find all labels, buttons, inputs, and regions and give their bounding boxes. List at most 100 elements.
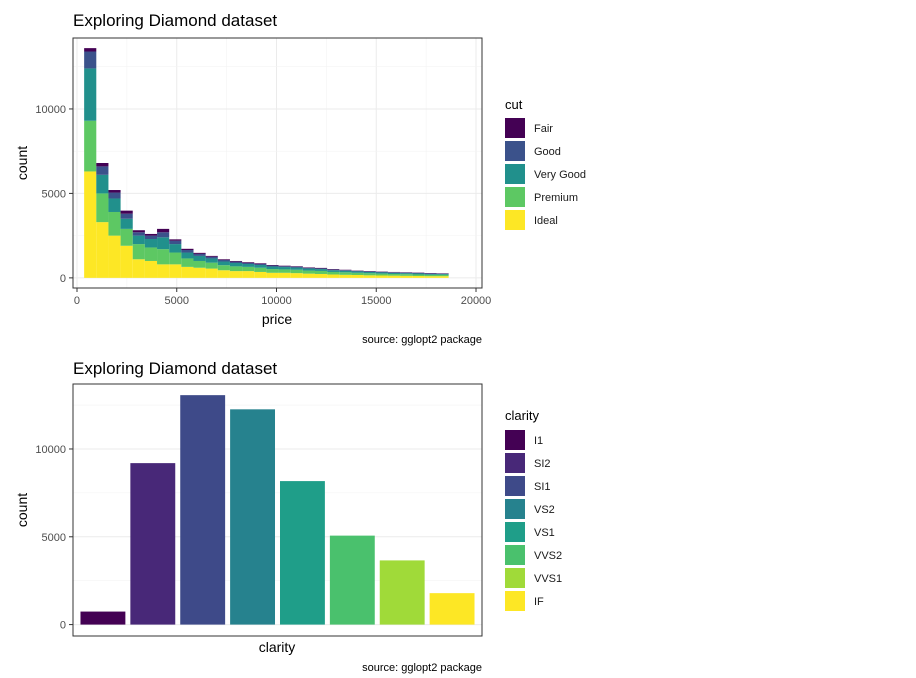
histogram-bar-premium bbox=[157, 249, 170, 265]
histogram-bar-premium bbox=[424, 274, 437, 277]
histogram-bar-premium bbox=[120, 228, 133, 246]
histogram-bar-very-good bbox=[169, 244, 182, 253]
histogram-bar-premium bbox=[169, 252, 182, 265]
histogram-bar-premium bbox=[108, 211, 121, 236]
chart-1-legend-title: cut bbox=[505, 97, 523, 112]
histogram-bar-ideal bbox=[229, 271, 243, 278]
histogram-bar-very-good bbox=[229, 263, 243, 267]
chart-1-x-tick-label: 20000 bbox=[461, 295, 492, 307]
chart-1-legend: cut Fair Good Very Good Premium Ideal bbox=[505, 97, 586, 230]
histogram-bar-very-good bbox=[351, 271, 364, 273]
histogram-bar-premium bbox=[205, 262, 218, 269]
histogram-bar-premium bbox=[339, 272, 352, 275]
chart-1-bars bbox=[84, 48, 449, 278]
histogram-bar-very-good bbox=[144, 239, 158, 248]
histogram-bar-very-good bbox=[387, 272, 401, 274]
histogram-bar-premium bbox=[314, 270, 328, 274]
chart-2-y-tick-label: 5000 bbox=[42, 532, 66, 544]
histogram-bar-fair bbox=[314, 267, 328, 269]
legend-swatch-si2 bbox=[505, 453, 525, 473]
chart-2-y-tick-label: 0 bbox=[60, 620, 66, 632]
histogram-bar-fair bbox=[157, 228, 170, 233]
chart-1-caption: source: gglopt2 package bbox=[362, 334, 482, 346]
histogram-bar-premium bbox=[363, 273, 376, 276]
histogram-bar-very-good bbox=[217, 261, 230, 266]
histogram-bar-ideal bbox=[424, 276, 437, 278]
histogram-bar-premium bbox=[193, 260, 206, 268]
histogram-bar-very-good bbox=[424, 273, 437, 275]
histogram-bar-ideal bbox=[193, 267, 206, 278]
histogram-bar-ideal bbox=[412, 276, 425, 278]
histogram-bar-good bbox=[132, 232, 145, 236]
legend-label-vvs2: VVS2 bbox=[534, 550, 562, 562]
histogram-bar-fair bbox=[132, 230, 145, 233]
histogram-bar-ideal bbox=[242, 271, 255, 278]
histogram-bar-fair bbox=[302, 267, 315, 268]
histogram-bar-ideal bbox=[375, 275, 388, 278]
histogram-bar-ideal bbox=[108, 235, 121, 278]
histogram-bar-ideal bbox=[84, 171, 97, 278]
legend-label-vvs1: VVS1 bbox=[534, 573, 562, 585]
histogram-bar-very-good bbox=[400, 273, 413, 275]
histogram-bar-very-good bbox=[278, 267, 291, 270]
histogram-bar-premium bbox=[242, 266, 255, 272]
histogram-bar-premium bbox=[229, 266, 243, 272]
chart-2-legend-items: I1 SI2 SI1 VS2 VS1 VVS2 VVS1 IF bbox=[505, 430, 562, 611]
histogram-bar-fair bbox=[266, 265, 279, 266]
chart-2-y-tick-label: 10000 bbox=[35, 444, 66, 456]
chart-2-legend-title: clarity bbox=[505, 408, 539, 423]
histogram-bar-very-good bbox=[327, 270, 340, 272]
histogram-bar-good bbox=[229, 261, 243, 263]
histogram-bar-fair bbox=[144, 233, 158, 236]
histogram-bar-premium bbox=[266, 269, 279, 273]
histogram-bar-ideal bbox=[290, 273, 303, 278]
legend-label-good: Good bbox=[534, 146, 561, 158]
chart-1-title: Exploring Diamond dataset bbox=[73, 11, 277, 30]
histogram-bar-fair bbox=[205, 255, 218, 257]
histogram-bar-good bbox=[339, 270, 352, 271]
histogram-bar-good bbox=[351, 270, 364, 272]
chart-1-x-tick-label: 0 bbox=[74, 295, 80, 307]
histogram-bar-premium bbox=[132, 244, 145, 260]
price-histogram-chart: Exploring Diamond dataset 0 5000 10000 1500… bbox=[14, 11, 586, 346]
chart-2-caption: source: gglopt2 package bbox=[362, 662, 482, 674]
histogram-bar-fair bbox=[181, 248, 194, 250]
histogram-bar-fair bbox=[327, 269, 340, 270]
chart-2-panel-border bbox=[72, 383, 483, 637]
histogram-bar-very-good bbox=[181, 252, 194, 259]
histogram-bar-good bbox=[193, 253, 206, 256]
histogram-bar-very-good bbox=[436, 273, 449, 275]
bar-vs1 bbox=[279, 481, 325, 625]
legend-label-very-good: Very Good bbox=[534, 169, 586, 181]
histogram-bar-good bbox=[375, 271, 388, 273]
histogram-bar-fair bbox=[84, 48, 97, 52]
histogram-bar-fair bbox=[96, 163, 109, 167]
histogram-bar-premium bbox=[217, 265, 230, 271]
histogram-bar-fair bbox=[278, 265, 291, 267]
histogram-bar-very-good bbox=[314, 269, 328, 271]
histogram-bar-good bbox=[278, 266, 291, 268]
histogram-bar-ideal bbox=[351, 274, 364, 278]
histogram-bar-good bbox=[314, 268, 328, 270]
histogram-bar-very-good bbox=[375, 272, 388, 274]
legend-label-ideal: Ideal bbox=[534, 215, 558, 227]
histogram-bar-premium bbox=[400, 274, 413, 276]
bar-if bbox=[429, 593, 475, 625]
histogram-bar-good bbox=[84, 51, 97, 69]
histogram-bar-premium bbox=[278, 269, 291, 273]
histogram-bar-good bbox=[242, 262, 255, 265]
chart-1-legend-items: Fair Good Very Good Premium Ideal bbox=[505, 118, 586, 230]
histogram-bar-ideal bbox=[302, 273, 315, 278]
legend-swatch-vvs1 bbox=[505, 568, 525, 588]
histogram-bar-very-good bbox=[84, 68, 97, 121]
histogram-bar-very-good bbox=[193, 255, 206, 261]
chart-1-y-tick-label: 10000 bbox=[35, 104, 66, 116]
legend-swatch-if bbox=[505, 591, 525, 611]
histogram-bar-good bbox=[290, 266, 303, 268]
histogram-bar-good bbox=[266, 265, 279, 267]
legend-swatch-very-good bbox=[505, 164, 525, 184]
histogram-bar-ideal bbox=[181, 266, 194, 278]
histogram-bar-premium bbox=[327, 271, 340, 275]
histogram-bar-ideal bbox=[96, 222, 109, 278]
